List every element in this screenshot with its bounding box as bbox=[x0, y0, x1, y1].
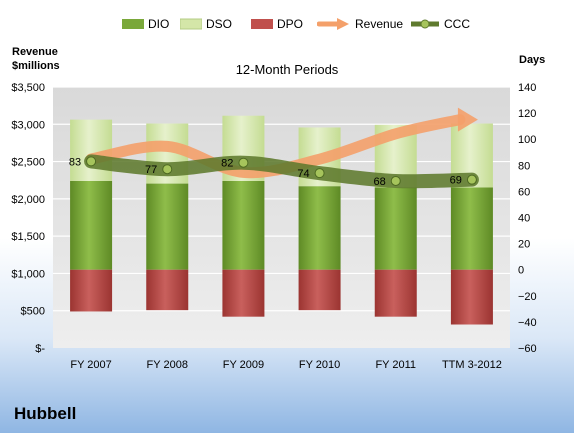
bar-dio bbox=[146, 183, 189, 270]
left-tick-label: $3,000 bbox=[11, 119, 45, 131]
legend-item-dio: DIO bbox=[122, 14, 169, 34]
bar-dio bbox=[298, 186, 341, 270]
legend-item-revenue: Revenue bbox=[317, 14, 403, 34]
left-tick-label: $1,500 bbox=[11, 231, 45, 243]
ccc-data-label: 69 bbox=[450, 175, 462, 187]
chart-title: 12-Month Periods bbox=[235, 62, 339, 77]
left-tick-label: $2,500 bbox=[11, 157, 45, 169]
revenue-arrowhead bbox=[457, 107, 478, 132]
ccc-data-label: 77 bbox=[145, 164, 157, 176]
bar-dio bbox=[222, 180, 265, 270]
legend-swatch-dio bbox=[122, 19, 144, 29]
ccc-line bbox=[84, 154, 479, 189]
ccc-point bbox=[314, 168, 325, 179]
bar-dpo bbox=[298, 269, 341, 311]
right-tick-label: 60 bbox=[518, 186, 530, 198]
right-tick-label: 20 bbox=[518, 239, 530, 251]
x-tick-label: FY 2007 bbox=[70, 359, 111, 371]
legend-label-ccc: CCC bbox=[444, 17, 470, 31]
left-tick-label: $500 bbox=[21, 306, 45, 318]
bar-dpo bbox=[70, 269, 113, 312]
legend-arrow-revenue bbox=[317, 18, 349, 30]
x-tick-label: FY 2010 bbox=[299, 359, 340, 371]
left-tick-label: $2,000 bbox=[11, 194, 45, 206]
left-axis-title-line2: $millions bbox=[12, 60, 60, 72]
right-tick-label: 0 bbox=[518, 265, 524, 277]
right-tick-label: −40 bbox=[518, 317, 537, 329]
legend-swatch-dso bbox=[180, 18, 202, 30]
legend-swatch-dpo bbox=[251, 19, 273, 29]
x-tick-label: FY 2009 bbox=[223, 359, 264, 371]
right-tick-label: 120 bbox=[518, 108, 536, 120]
right-tick-label: 100 bbox=[518, 134, 536, 146]
ccc-point bbox=[466, 174, 477, 185]
legend-label-revenue: Revenue bbox=[355, 17, 404, 31]
left-axis-title-line1: Revenue bbox=[12, 46, 58, 58]
ccc-point bbox=[238, 157, 249, 168]
ccc-data-label: 83 bbox=[69, 156, 81, 168]
ccc-point bbox=[162, 164, 173, 175]
legend-item-dso: DSO bbox=[180, 14, 232, 34]
ccc-point bbox=[390, 175, 401, 186]
ccc-data-label: 82 bbox=[221, 158, 233, 170]
legend: DIO DSO DPO Revenue CCC bbox=[0, 14, 574, 34]
bar-dio bbox=[70, 180, 113, 270]
x-tick-label: TTM 3-2012 bbox=[442, 359, 502, 371]
bar-dpo bbox=[146, 269, 189, 311]
bar-dio bbox=[374, 187, 417, 270]
right-tick-label: −60 bbox=[518, 343, 537, 355]
ccc-point bbox=[86, 156, 97, 167]
ccc-data-label: 74 bbox=[297, 168, 309, 180]
bar-dpo bbox=[222, 269, 265, 317]
right-axis-title: Days bbox=[519, 54, 546, 66]
legend-line-ccc bbox=[411, 19, 439, 29]
left-axis-title: Revenue $millions bbox=[12, 45, 60, 73]
legend-label-dpo: DPO bbox=[277, 17, 304, 31]
legend-label-dio: DIO bbox=[148, 17, 170, 31]
right-tick-label: 140 bbox=[518, 82, 536, 94]
legend-item-dpo: DPO bbox=[251, 14, 303, 34]
legend-label-dso: DSO bbox=[206, 17, 233, 31]
left-tick-label: $3,500 bbox=[11, 82, 45, 94]
bar-dio bbox=[450, 187, 493, 270]
right-tick-label: 80 bbox=[518, 160, 530, 172]
right-tick-label: −20 bbox=[518, 291, 537, 303]
bar-dpo bbox=[374, 269, 417, 317]
legend-item-ccc: CCC bbox=[410, 14, 470, 34]
ccc-data-label: 68 bbox=[374, 176, 386, 188]
left-tick-label: $1,000 bbox=[11, 268, 45, 280]
x-tick-label: FY 2008 bbox=[147, 359, 188, 371]
bar-dpo bbox=[450, 269, 493, 325]
x-tick-label: FY 2011 bbox=[375, 359, 416, 371]
right-tick-label: 40 bbox=[518, 213, 530, 225]
left-tick-label: $- bbox=[35, 343, 45, 355]
company-name: Hubbell bbox=[14, 404, 77, 423]
